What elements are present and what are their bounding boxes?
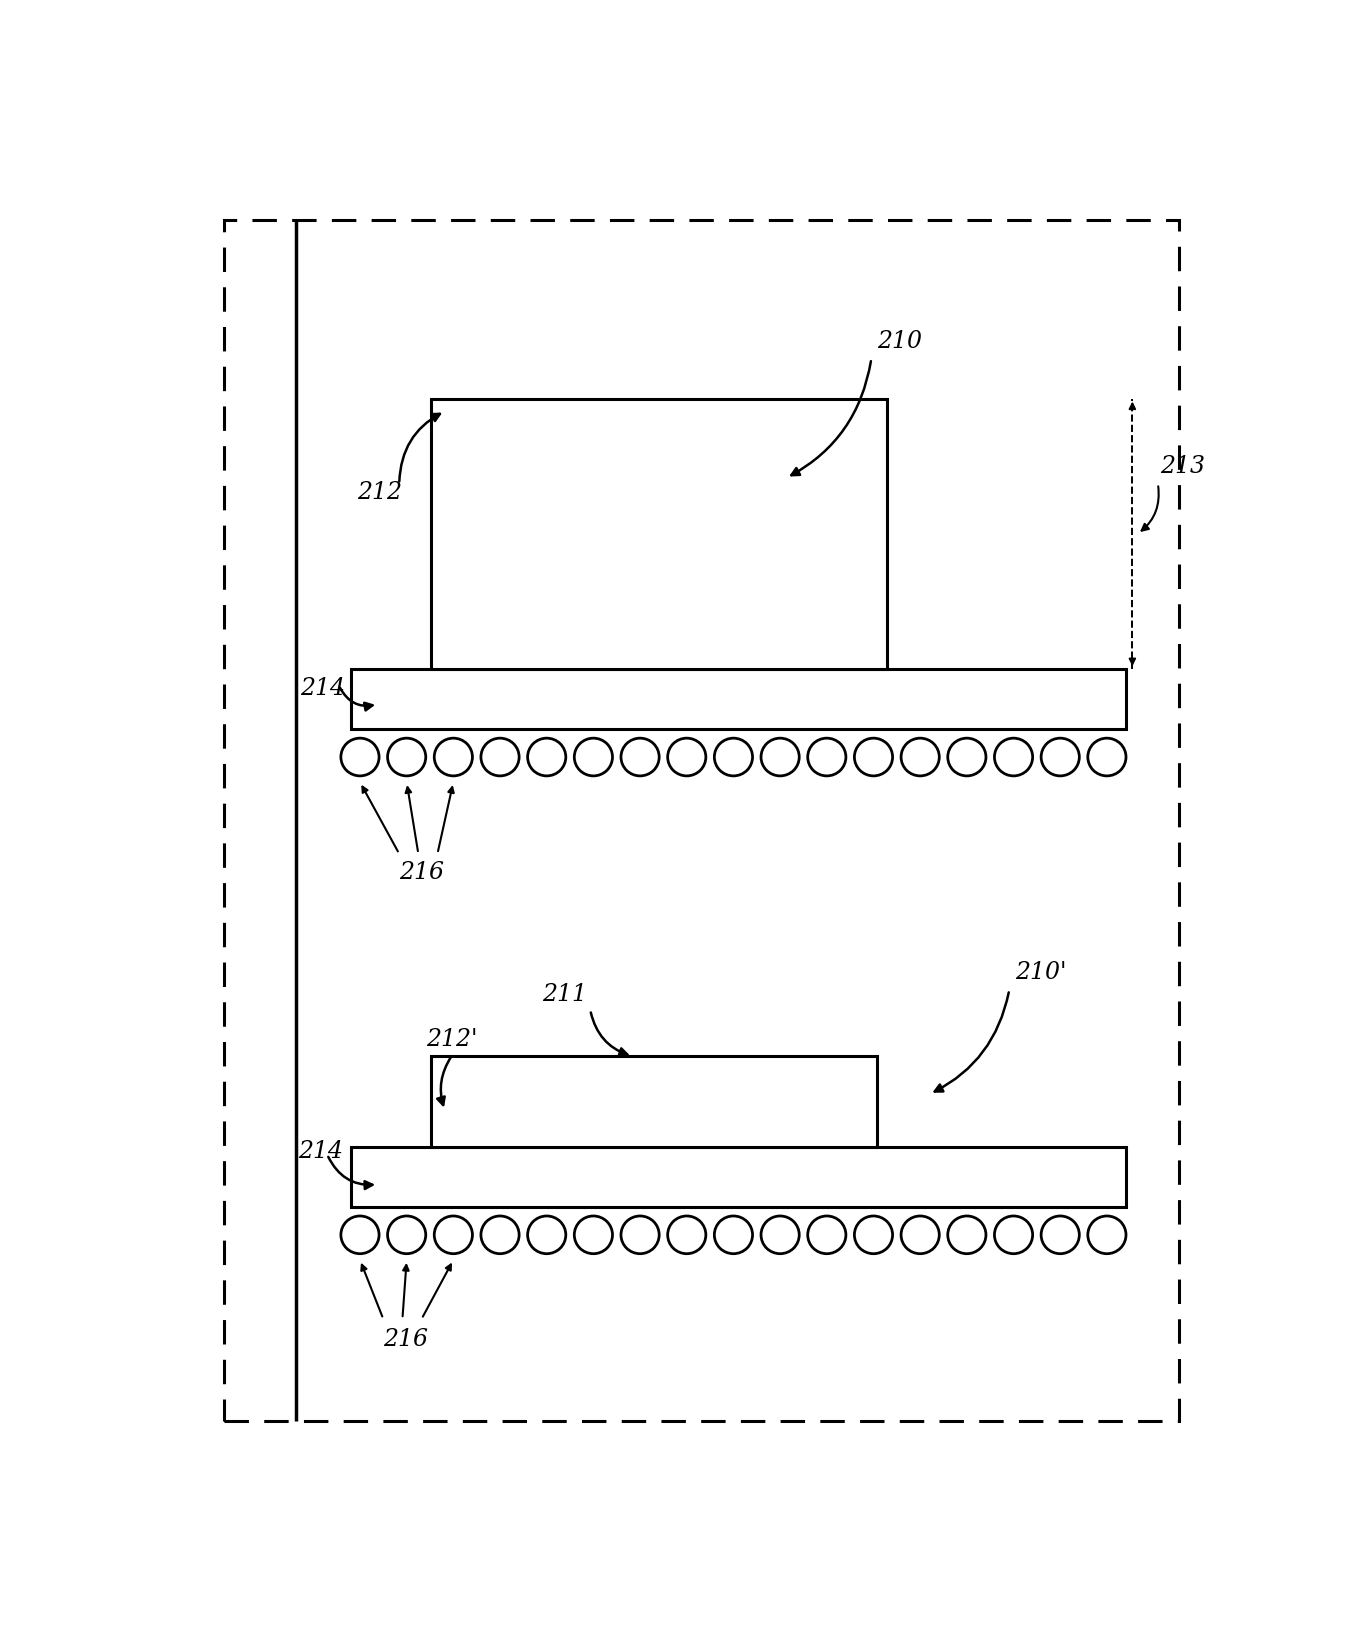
Ellipse shape [1040,739,1079,777]
Ellipse shape [994,1216,1032,1253]
Ellipse shape [854,1216,893,1253]
Ellipse shape [341,1216,379,1253]
Ellipse shape [715,739,753,777]
Text: 216: 216 [400,860,444,883]
Ellipse shape [994,739,1032,777]
Ellipse shape [481,739,519,777]
Ellipse shape [715,1216,753,1253]
Ellipse shape [341,739,379,777]
Ellipse shape [947,739,986,777]
Ellipse shape [387,739,426,777]
Ellipse shape [901,1216,939,1253]
Ellipse shape [434,1216,472,1253]
Ellipse shape [527,739,565,777]
Ellipse shape [1040,1216,1079,1253]
Text: 214: 214 [301,677,345,700]
Text: 213: 213 [1160,455,1205,478]
Ellipse shape [761,739,799,777]
Ellipse shape [575,739,612,777]
Bar [352,1147,1125,1208]
Ellipse shape [668,739,706,777]
Ellipse shape [854,739,893,777]
Text: 214: 214 [298,1139,344,1162]
Ellipse shape [434,739,472,777]
Ellipse shape [808,739,846,777]
Text: 211: 211 [542,982,587,1005]
Bar [431,1056,876,1147]
Ellipse shape [901,739,939,777]
Ellipse shape [481,1216,519,1253]
Ellipse shape [622,1216,660,1253]
Ellipse shape [622,739,660,777]
Bar [431,400,887,669]
Text: 210: 210 [876,330,921,353]
Ellipse shape [808,1216,846,1253]
Ellipse shape [527,1216,565,1253]
Text: 216: 216 [383,1327,428,1350]
Ellipse shape [947,1216,986,1253]
Ellipse shape [1088,739,1125,777]
Ellipse shape [575,1216,612,1253]
Text: 212: 212 [357,481,401,504]
Ellipse shape [761,1216,799,1253]
Ellipse shape [387,1216,426,1253]
Ellipse shape [668,1216,706,1253]
Text: 212': 212' [426,1028,478,1051]
Bar [352,669,1125,730]
Ellipse shape [1088,1216,1125,1253]
Text: 210': 210' [1014,961,1066,984]
